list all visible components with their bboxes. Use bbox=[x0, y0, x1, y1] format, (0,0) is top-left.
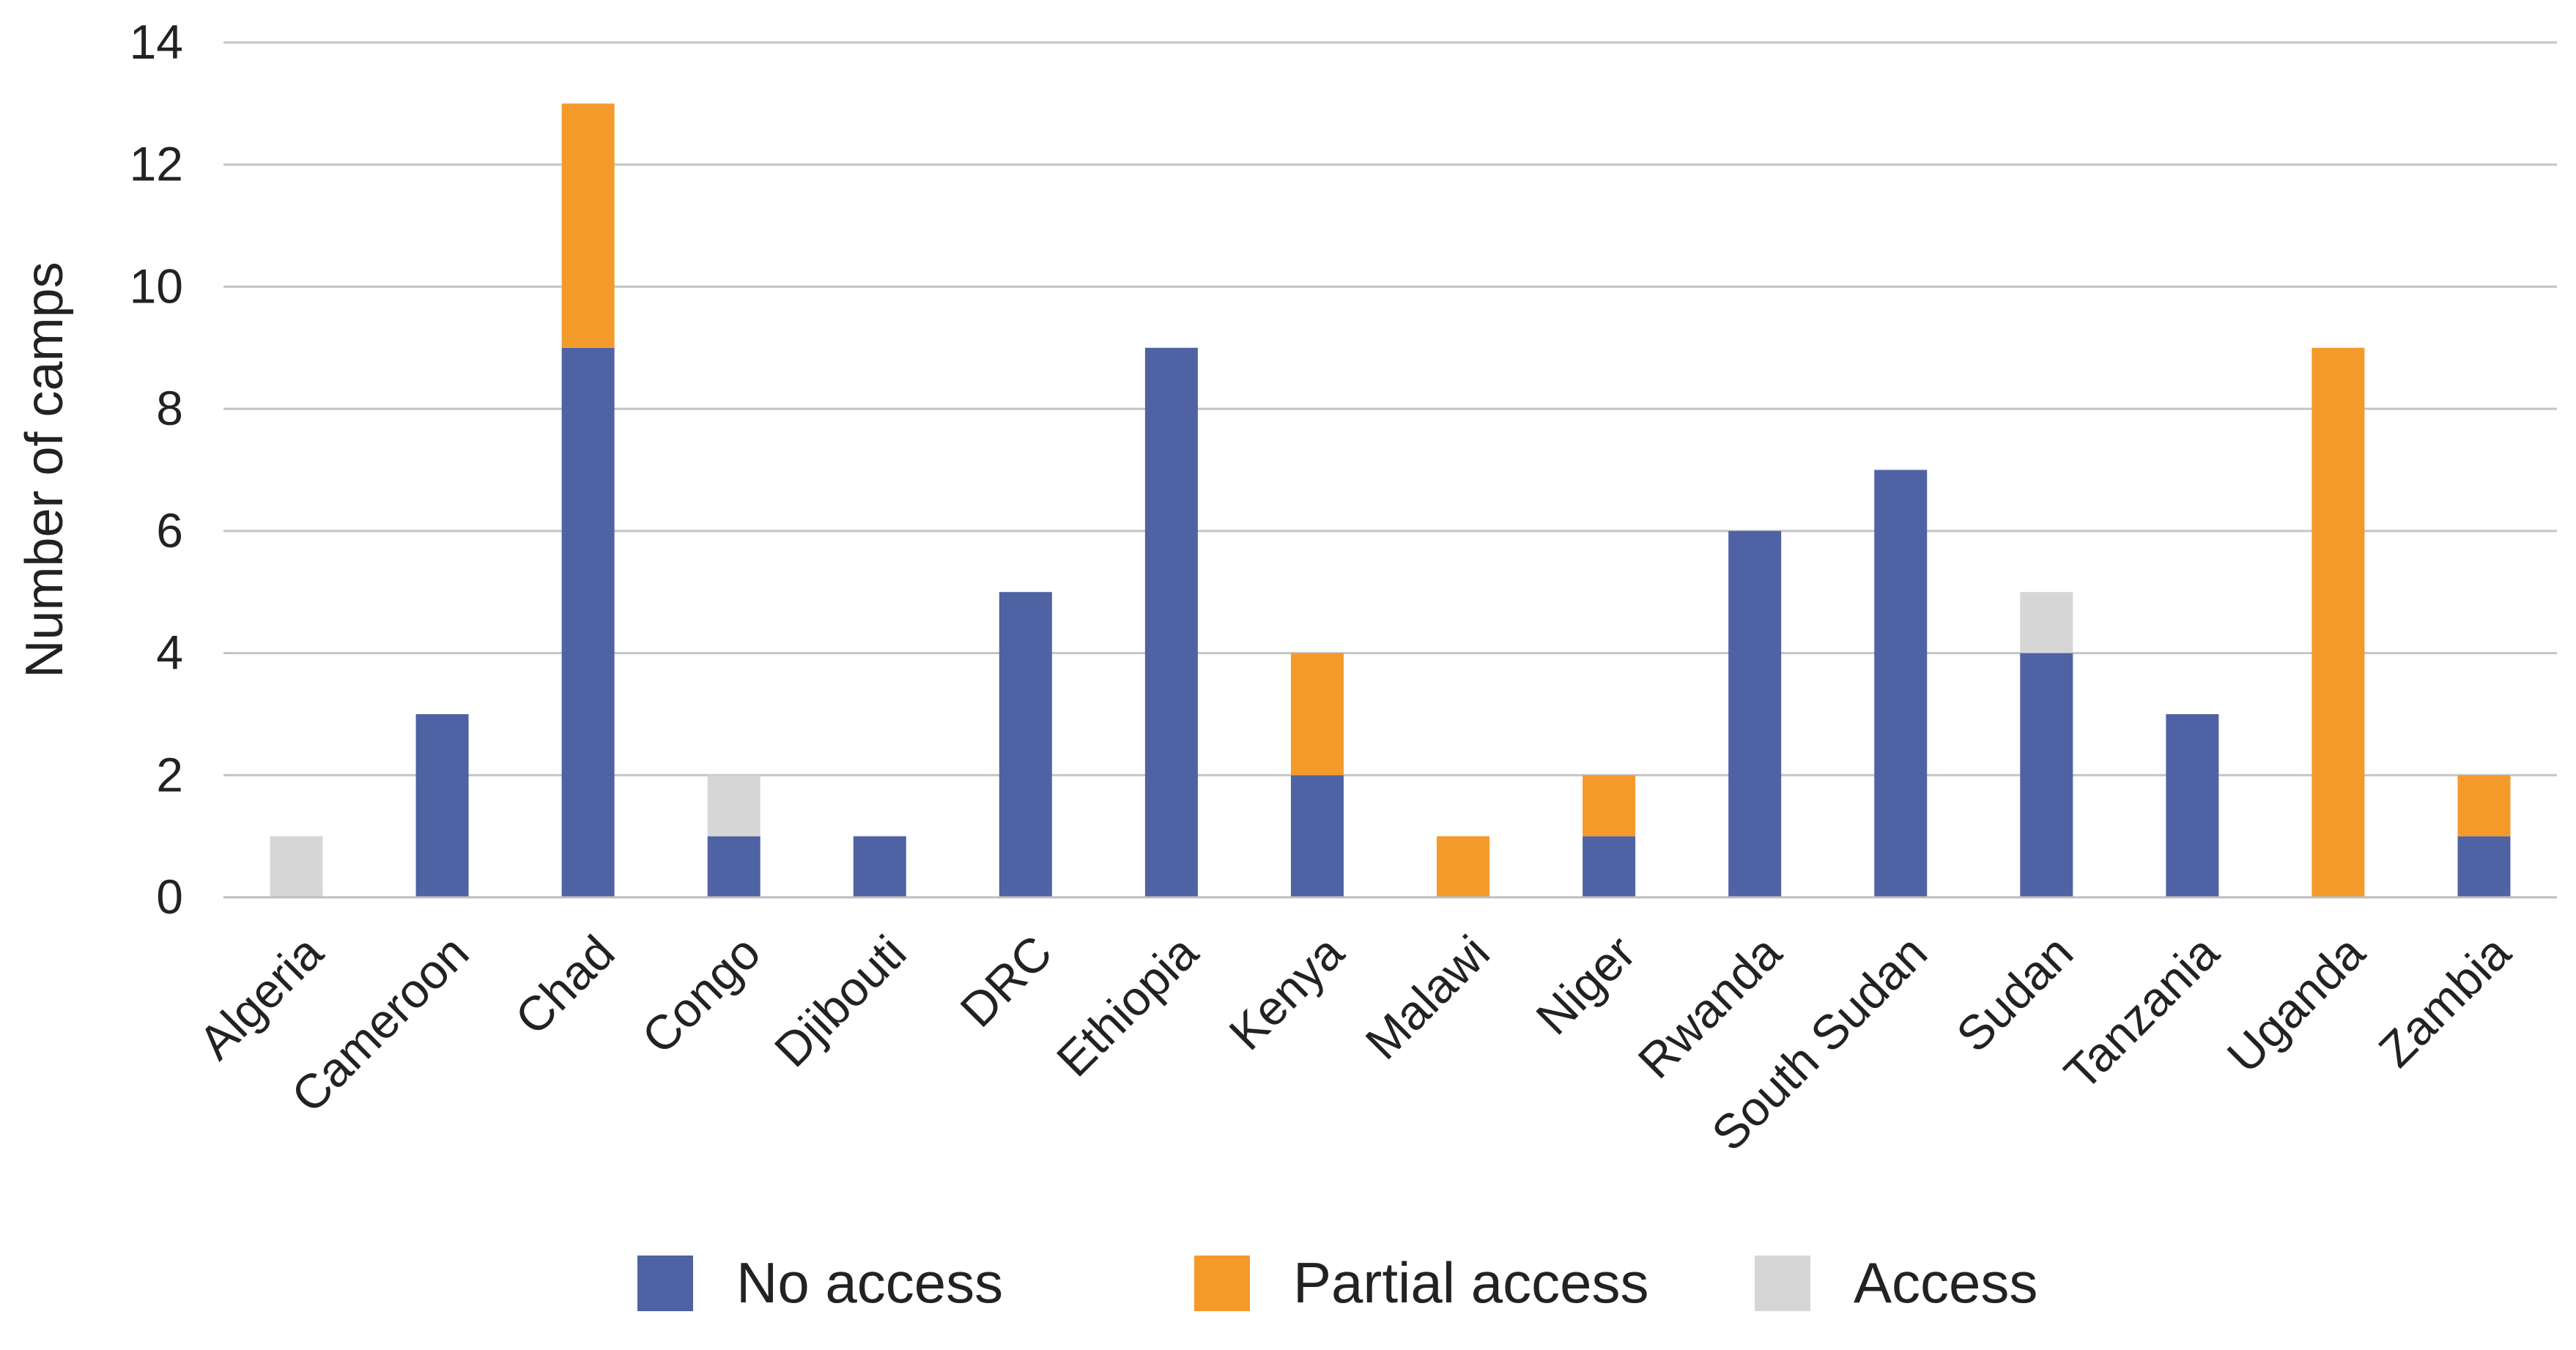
y-axis-ticks: 0 2 4 6 8 10 12 14 bbox=[130, 15, 183, 924]
bar-segment-no-access bbox=[1583, 836, 1636, 897]
y-axis-title: Number of camps bbox=[15, 262, 74, 678]
bar-segment-no-access bbox=[707, 836, 760, 897]
legend-swatch bbox=[637, 1256, 693, 1311]
bar-segment-partial-access bbox=[1290, 653, 1344, 776]
y-tick-label: 2 bbox=[156, 747, 183, 801]
x-tick-label: Uganda bbox=[2216, 924, 2375, 1083]
x-tick-label: Congo bbox=[632, 925, 771, 1064]
x-tick-label: Ethiopia bbox=[1046, 924, 1208, 1086]
bar-segment-no-access bbox=[2166, 713, 2219, 897]
bar-segment-partial-access bbox=[561, 103, 615, 348]
bar-segment-no-access bbox=[2020, 653, 2073, 897]
legend: No access Partial access Access bbox=[637, 1250, 2038, 1315]
legend-swatch bbox=[1194, 1256, 1250, 1311]
bar-segment-access bbox=[707, 775, 760, 837]
y-tick-label: 8 bbox=[156, 381, 183, 435]
x-tick-label: Djibouti bbox=[764, 925, 917, 1078]
x-tick-label: Malawi bbox=[1355, 925, 1500, 1070]
y-tick-label: 0 bbox=[156, 869, 183, 924]
legend-label: Partial access bbox=[1293, 1250, 1649, 1315]
bar-segment-no-access bbox=[561, 347, 615, 897]
bar-segment-no-access bbox=[415, 713, 469, 897]
x-tick-label: Tanzania bbox=[2054, 924, 2229, 1099]
x-tick-label: Chad bbox=[505, 925, 625, 1045]
bar-segment-partial-access bbox=[1437, 836, 1490, 897]
bar-segment-no-access bbox=[999, 592, 1052, 897]
x-tick-label: Algeria bbox=[188, 924, 333, 1069]
y-tick-label: 10 bbox=[130, 259, 183, 313]
bar-segment-access bbox=[270, 836, 323, 897]
x-tick-label: Zambia bbox=[2368, 924, 2520, 1077]
y-tick-label: 6 bbox=[156, 503, 183, 557]
x-tick-label: DRC bbox=[950, 925, 1062, 1037]
bar-segment-no-access bbox=[1728, 530, 1782, 897]
bar-segment-no-access bbox=[2457, 836, 2511, 897]
bar-segment-partial-access bbox=[2457, 775, 2511, 837]
x-tick-label: Sudan bbox=[1946, 925, 2083, 1062]
x-tick-label: Niger bbox=[1525, 925, 1646, 1045]
bar-segment-no-access bbox=[1874, 470, 1928, 897]
bar-segment-access bbox=[2020, 592, 2073, 653]
y-tick-label: 14 bbox=[130, 15, 183, 69]
x-tick-label: Kenya bbox=[1218, 924, 1354, 1060]
bars bbox=[270, 103, 2511, 897]
bar-segment-no-access bbox=[853, 836, 906, 897]
y-tick-label: 4 bbox=[156, 626, 183, 680]
y-tick-label: 12 bbox=[130, 137, 183, 191]
legend-swatch bbox=[1755, 1256, 1810, 1311]
legend-label: Access bbox=[1854, 1250, 2038, 1315]
bar-segment-no-access bbox=[1290, 775, 1344, 897]
legend-label: No access bbox=[736, 1250, 1003, 1315]
bar-segment-partial-access bbox=[1583, 775, 1636, 837]
bar-segment-no-access bbox=[1144, 347, 1198, 897]
bar-segment-partial-access bbox=[2312, 347, 2365, 897]
